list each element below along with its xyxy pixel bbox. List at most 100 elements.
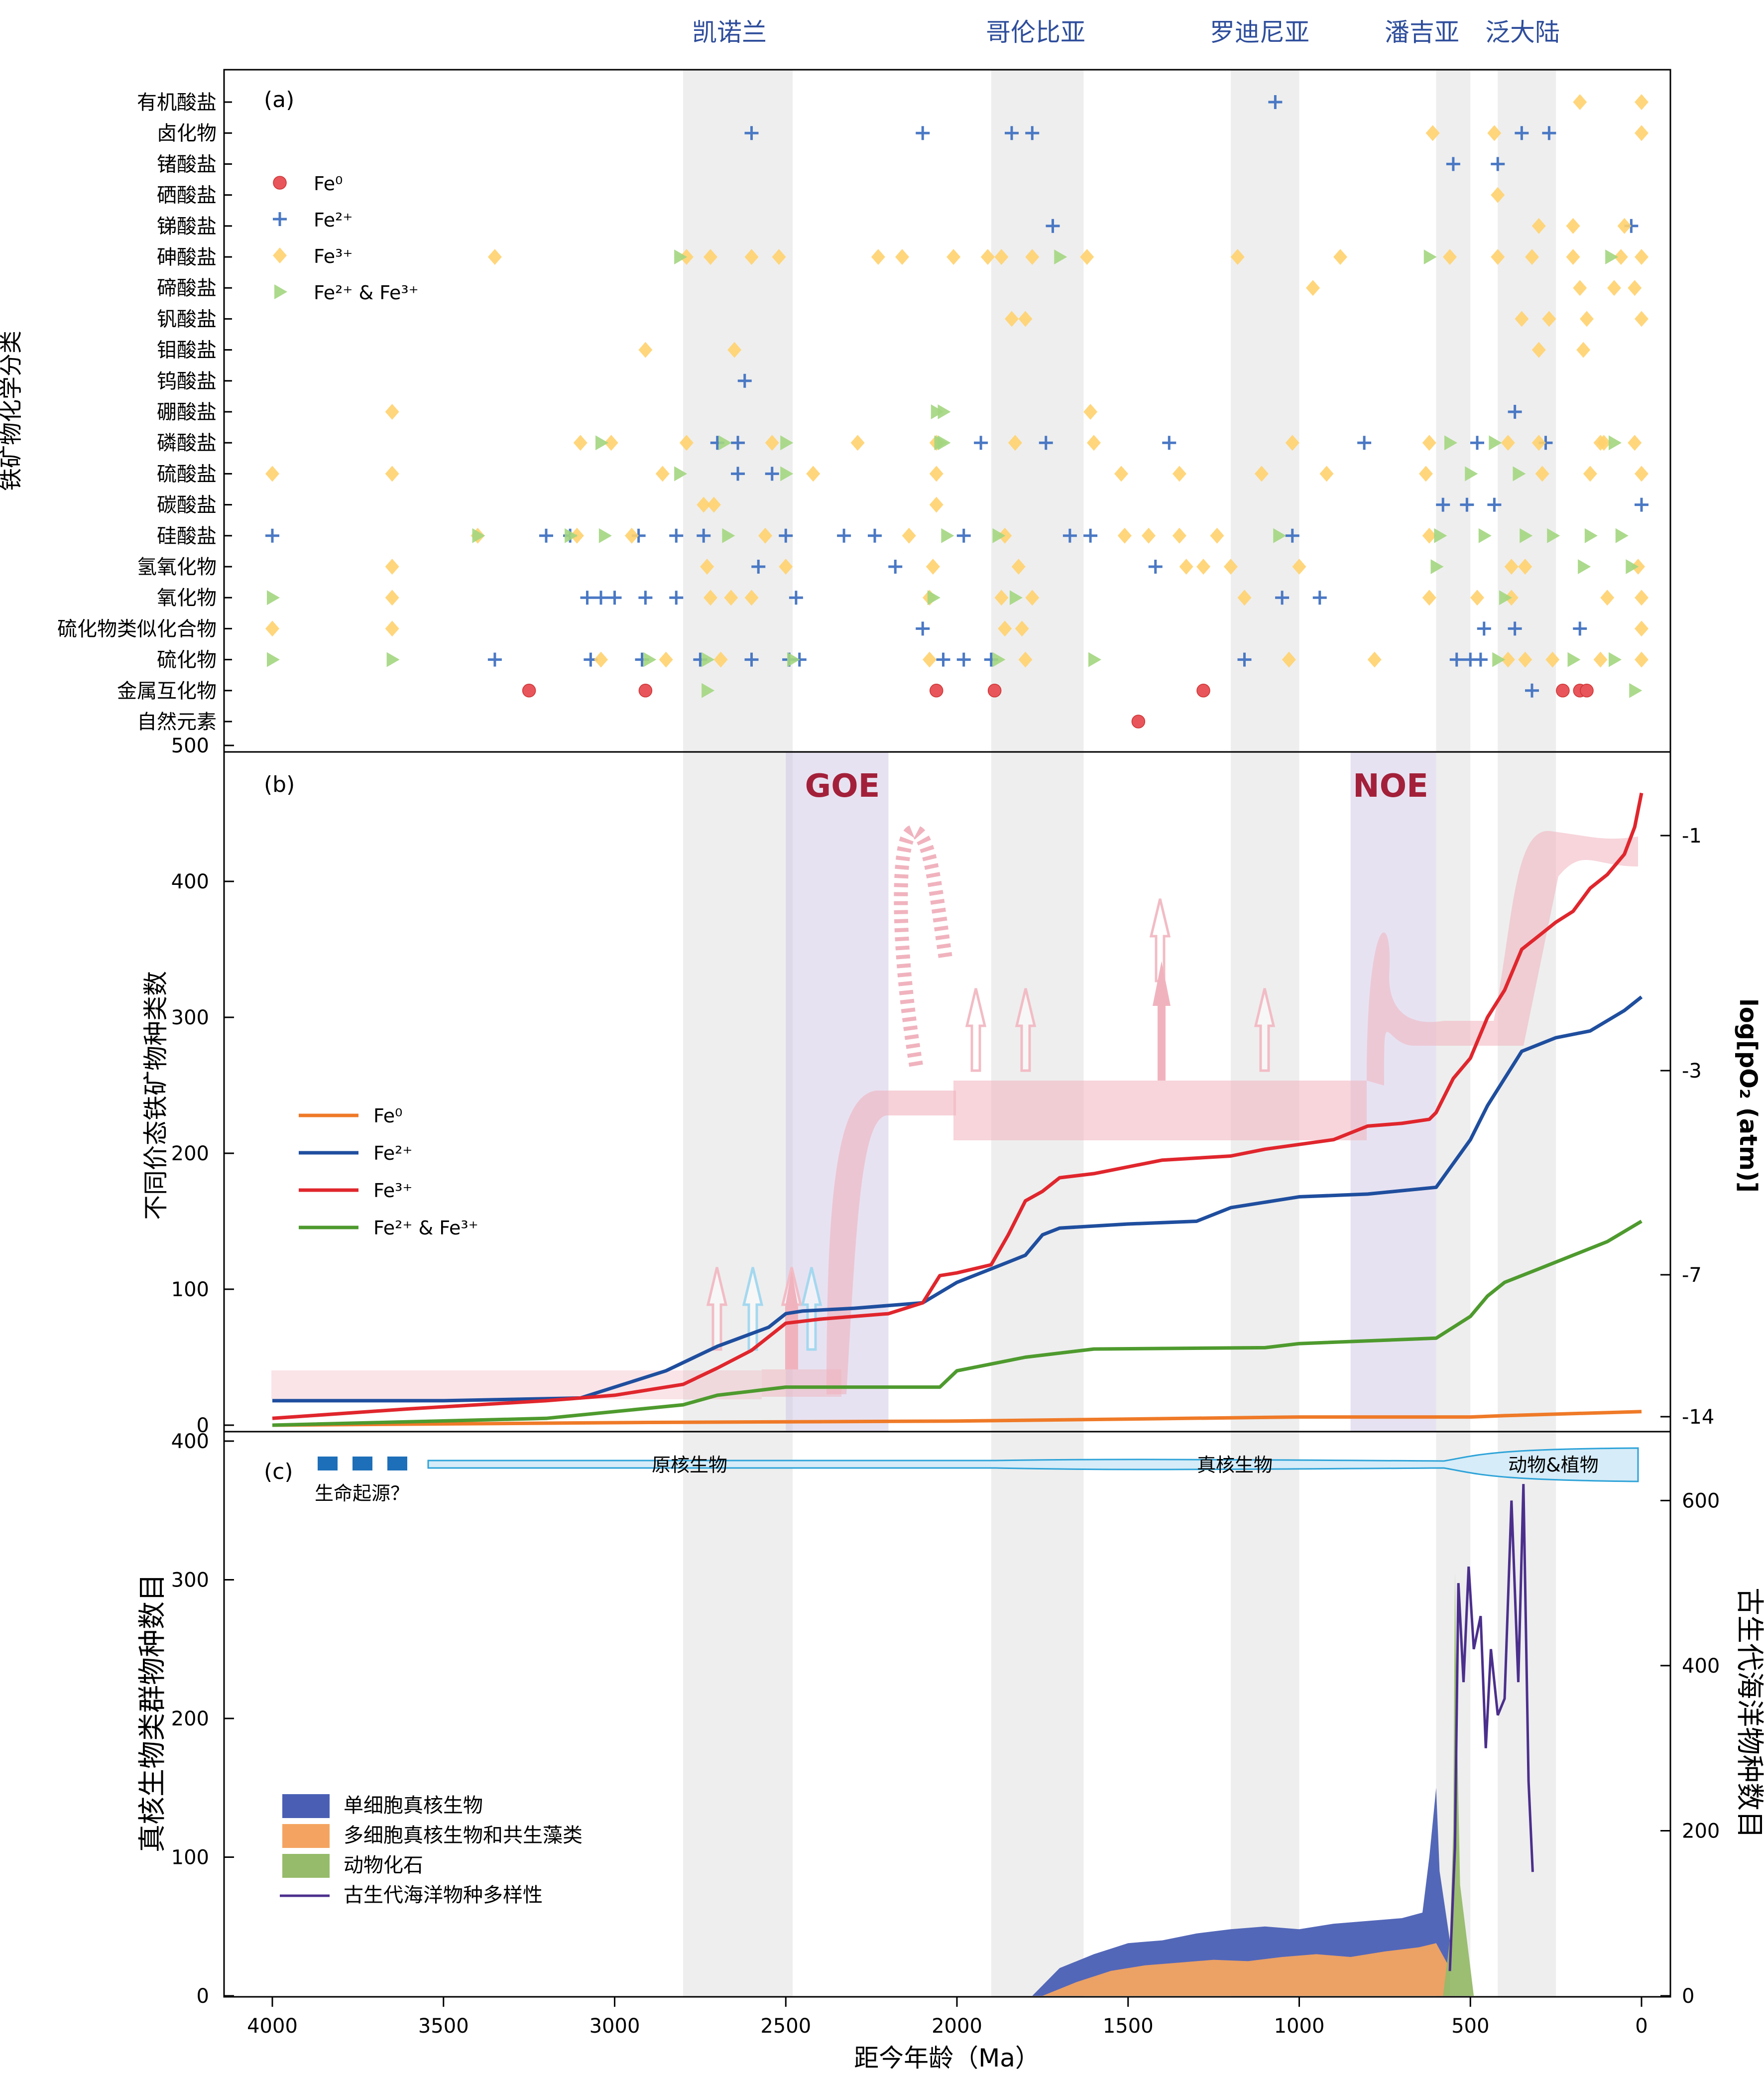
origin-square	[318, 1457, 338, 1470]
panel-b-label: (b)	[264, 772, 295, 797]
data-point	[1083, 528, 1098, 543]
panel-b-ylabel: 不同价态铁矿物种类数	[141, 971, 170, 1220]
data-point	[472, 528, 485, 543]
data-point	[1418, 466, 1433, 482]
supercontinent-labels: 凯诺兰 哥伦比亚 罗迪尼亚 潘吉亚 泛大陆	[692, 18, 1560, 47]
data-point	[1148, 560, 1163, 574]
y-tick-label: 200	[171, 1708, 209, 1730]
data-point	[674, 249, 688, 264]
data-point	[1531, 435, 1546, 451]
data-point	[980, 249, 995, 265]
area-series	[1032, 1788, 1450, 1996]
data-point	[1491, 249, 1505, 265]
data-point	[850, 435, 865, 451]
data-point	[888, 560, 903, 574]
y-tick-label: 400	[171, 1430, 209, 1453]
data-point	[1087, 435, 1101, 451]
y2-tick-label: -7	[1682, 1264, 1702, 1287]
data-point	[927, 590, 941, 606]
data-point	[1465, 466, 1478, 482]
data-point	[731, 436, 745, 450]
data-point	[806, 466, 821, 482]
data-point	[1015, 620, 1029, 637]
data-point	[1566, 249, 1580, 265]
data-point	[1080, 249, 1094, 265]
data-point	[1357, 436, 1372, 450]
data-point	[385, 559, 399, 575]
legend-marker	[273, 247, 287, 263]
x-tick-label: 4000	[247, 2015, 298, 2038]
category-label: 氢氧化物	[137, 556, 217, 579]
data-point	[994, 249, 1009, 265]
data-point	[1319, 466, 1334, 482]
data-point	[1172, 527, 1186, 544]
supercontinent-band	[683, 70, 793, 1997]
data-point	[1628, 280, 1642, 296]
data-point	[704, 249, 717, 265]
data-point	[1423, 249, 1437, 264]
category-label: 硼酸盐	[157, 401, 217, 424]
x-tick-label: 0	[1635, 2015, 1647, 2038]
data-point	[923, 651, 937, 668]
data-point	[1635, 620, 1648, 637]
category-label: 金属互化物	[117, 680, 217, 703]
data-point	[758, 527, 772, 544]
data-point	[1535, 466, 1549, 482]
data-point	[539, 528, 553, 543]
data-point	[1508, 405, 1522, 419]
data-point	[1025, 249, 1040, 265]
data-point	[1422, 527, 1436, 544]
data-point	[1011, 559, 1026, 575]
y-tick-label: 500	[171, 734, 209, 757]
data-point	[1504, 559, 1519, 575]
data-point	[1449, 652, 1464, 667]
data-point	[1273, 528, 1287, 543]
data-point	[1600, 590, 1615, 606]
y2-tick-label: -1	[1682, 825, 1702, 848]
x-tick-label: 2500	[760, 2015, 811, 2038]
panel-c-y2label: 古生代海洋物种数目	[1733, 1587, 1764, 1838]
supercontinent-label: 潘吉亚	[1385, 18, 1459, 47]
category-label: 钨酸盐	[157, 370, 217, 393]
data-point	[974, 436, 988, 450]
data-point	[1142, 527, 1156, 544]
data-point	[1025, 590, 1040, 606]
data-point	[669, 528, 684, 543]
category-label: 硫酸盐	[157, 463, 217, 486]
data-point	[744, 590, 759, 606]
category-label: 自然元素	[137, 711, 217, 733]
supercontinent-label: 罗迪尼亚	[1210, 18, 1309, 47]
oxygen-arrow	[1254, 988, 1276, 1072]
data-point	[1605, 249, 1619, 264]
data-point	[1444, 435, 1457, 451]
data-point	[1545, 651, 1560, 668]
data-point	[1515, 311, 1529, 327]
data-point	[1508, 621, 1522, 636]
data-point	[779, 559, 793, 575]
data-point	[1593, 435, 1608, 451]
data-point	[594, 651, 608, 668]
data-point	[1584, 528, 1598, 543]
category-label: 硫化物类似化合物	[57, 617, 217, 640]
data-point	[936, 652, 950, 667]
data-point	[385, 590, 399, 606]
data-point	[956, 528, 971, 543]
oxygen-ribbon	[826, 1091, 956, 1394]
data-point	[1179, 559, 1193, 575]
x-tick-label: 500	[1451, 2015, 1489, 2038]
data-point	[1131, 715, 1146, 729]
data-point	[916, 621, 930, 636]
data-point	[265, 528, 279, 543]
x-tick-label: 3000	[589, 2015, 640, 2038]
data-point	[926, 559, 940, 575]
data-point	[522, 684, 536, 698]
data-point	[722, 528, 735, 543]
data-point	[385, 404, 399, 420]
legend-swatch	[282, 1824, 330, 1848]
category-label: 锑酸盐	[157, 215, 217, 238]
data-point	[868, 528, 882, 543]
data-point	[902, 527, 916, 544]
data-point	[1635, 249, 1648, 265]
data-point	[624, 527, 639, 544]
timeline-label: 原核生物	[652, 1454, 727, 1476]
